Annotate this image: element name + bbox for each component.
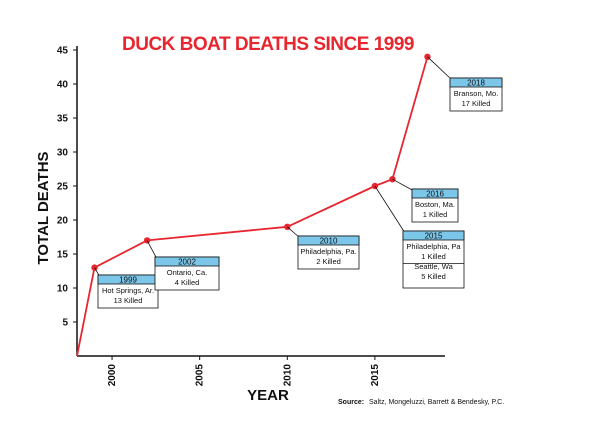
x-tick-label: 2005 — [195, 364, 206, 387]
data-point — [371, 182, 379, 190]
series-line — [76, 56, 429, 357]
annotation-text: Branson, Mo. — [454, 89, 499, 98]
annotation-header — [297, 235, 360, 246]
annotation-header — [154, 256, 220, 267]
y-tick-label: 30 — [57, 148, 69, 159]
annotation-header — [411, 188, 459, 199]
x-tick-label: 2000 — [107, 364, 118, 387]
annotation-text: 17 Killed — [462, 99, 491, 108]
annotation-leader — [146, 240, 158, 260]
data-point — [389, 176, 396, 183]
annotations-layer: 1999 Hot Springs, Ar.13 Killed 2002 Ontario… — [94, 56, 503, 309]
axes — [76, 46, 445, 357]
source-text: Saltz, Mongeluzzi, Barrett & Bendesky, P… — [369, 399, 504, 406]
y-tick-label: 10 — [57, 284, 69, 295]
annotation-year: 2018 — [467, 78, 485, 87]
ticks: 5 10 15 20 25 30 35 40 45 2000 2005 2010 2015 — [57, 46, 381, 387]
y-tick-label: 35 — [57, 114, 69, 125]
chart-title: DUCK BOAT DEATHS SINCE 1999 — [122, 34, 414, 55]
annotation-text: 13 Killed — [114, 296, 143, 305]
y-tick-label: 20 — [57, 216, 69, 227]
y-tick-label: 15 — [57, 250, 69, 261]
source-note: Source: Saltz, Mongeluzzi, Barrett & Ben… — [338, 399, 504, 406]
x-axis-title: YEAR — [247, 387, 289, 404]
annotation-header — [449, 77, 503, 88]
annotation-2016: 2016 Boston, Ma.1 Killed — [392, 178, 459, 223]
annotation-2010: 2010 Philadelphia, Pa.2 Killed — [287, 226, 360, 270]
annotation-year: 2010 — [320, 236, 338, 245]
y-tick-label: 40 — [57, 80, 69, 91]
annotation-year: 2015 — [425, 231, 443, 240]
y-tick-label: 45 — [57, 46, 69, 57]
annotation-text: 1 Killed — [421, 252, 446, 261]
annotation-text: 4 Killed — [175, 278, 200, 287]
y-tick-label: 25 — [57, 182, 69, 193]
annotation-text: 5 Killed — [421, 272, 446, 281]
series-layer — [76, 53, 431, 357]
annotation-year: 2016 — [426, 189, 444, 198]
annotation-2018: 2018 Branson, Mo.17 Killed — [427, 56, 503, 112]
x-tick-label: 2015 — [370, 364, 381, 387]
annotation-text: Hot Springs, Ar. — [102, 286, 154, 295]
annotation-text: Seattle, Wa — [414, 262, 453, 271]
source-label: Source: — [338, 399, 364, 406]
data-point — [91, 264, 98, 271]
annotation-text: 1 Killed — [423, 210, 448, 219]
annotation-text: Ontario, Ca. — [167, 268, 207, 277]
annotation-1999: 1999 Hot Springs, Ar.13 Killed — [94, 267, 159, 309]
annotation-text: Philadelphia, Pa — [406, 242, 461, 251]
annotation-year: 1999 — [119, 275, 137, 284]
annotation-2002: 2002 Ontario, Ca.4 Killed — [146, 240, 220, 291]
annotation-text: 2 Killed — [316, 257, 341, 266]
annotation-leader — [427, 56, 453, 81]
annotation-leader — [374, 185, 406, 234]
y-axis-title: TOTAL DEATHS — [35, 151, 52, 264]
annotation-header — [402, 230, 465, 241]
x-tick-label: 2010 — [282, 364, 293, 387]
annotation-text: Boston, Ma. — [415, 200, 455, 209]
annotation-leader — [392, 178, 415, 192]
annotation-year: 2002 — [178, 257, 196, 266]
y-tick-label: 5 — [62, 318, 68, 329]
annotation-text: Philadelphia, Pa. — [300, 247, 356, 256]
